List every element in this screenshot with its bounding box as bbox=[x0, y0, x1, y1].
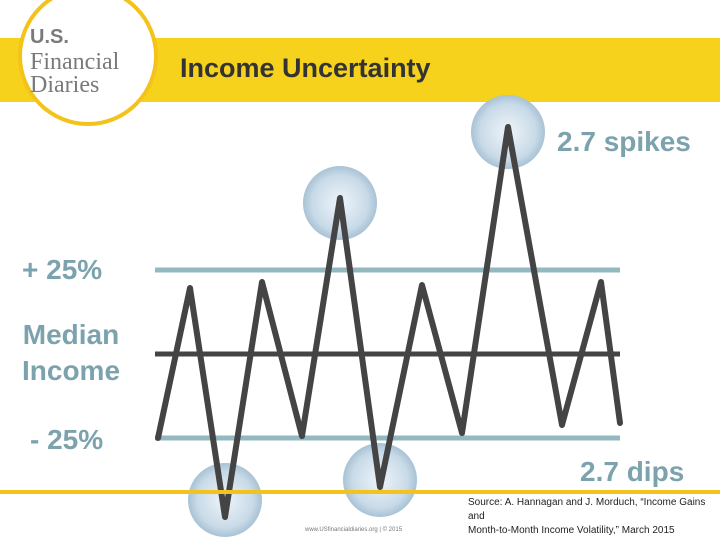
source-line-2: Month-to-Month Income Volatility,” March… bbox=[468, 525, 675, 536]
median-income-label: Median Income bbox=[10, 317, 132, 389]
logo-line-diaries: Diaries bbox=[30, 72, 100, 98]
median-label-line1: Median bbox=[22, 319, 120, 350]
dips-label: 2.7 dips bbox=[580, 456, 685, 487]
logo-line-financial: Financial bbox=[30, 49, 120, 75]
median-label-line2: Income bbox=[21, 355, 121, 386]
footer-credit: www.USfinancialdiaries.org | © 2015 bbox=[305, 527, 403, 533]
plus-25-label: + 25% bbox=[22, 254, 103, 285]
minus-25-label: - 25% bbox=[30, 424, 104, 455]
source-citation: Source: A. Hannagan and J. Morduch, “Inc… bbox=[468, 496, 720, 538]
spikes-label: 2.7 spikes bbox=[557, 126, 691, 157]
source-line-1: Source: A. Hannagan and J. Morduch, “Inc… bbox=[468, 497, 706, 522]
logo-line-us: U.S. bbox=[30, 26, 69, 48]
logo-text: U.S. Financial Diaries bbox=[30, 26, 135, 97]
footer-bar bbox=[0, 490, 720, 494]
logo-badge bbox=[18, 0, 158, 126]
income-line bbox=[155, 124, 623, 520]
page-title: Income Uncertainty bbox=[180, 53, 431, 83]
